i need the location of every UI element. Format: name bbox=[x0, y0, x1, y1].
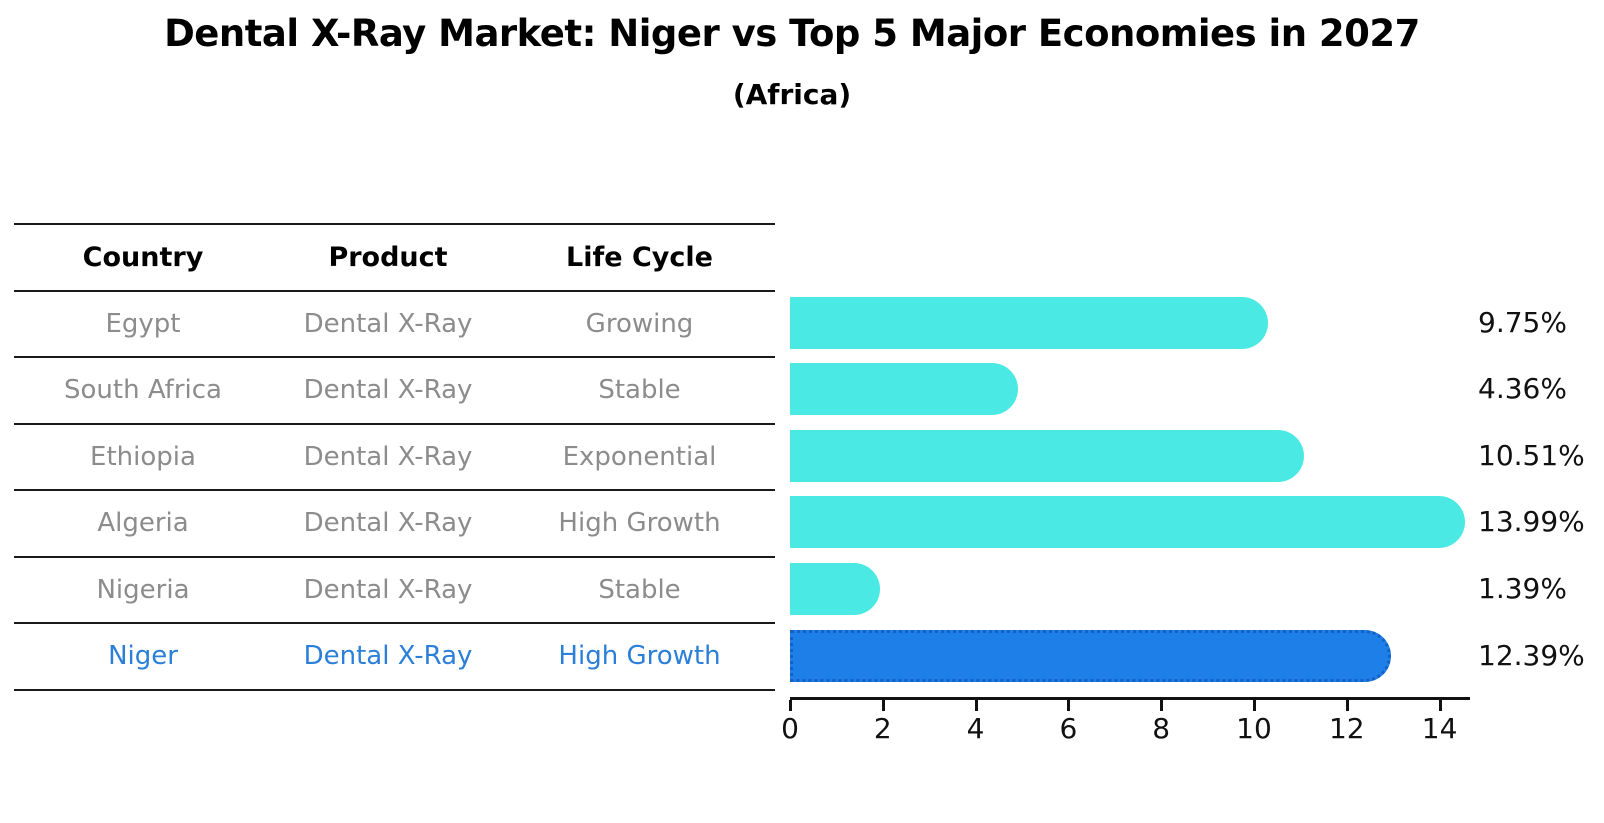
chart-title: Dental X-Ray Market: Niger vs Top 5 Majo… bbox=[164, 12, 1420, 55]
cell-product: Dental X-Ray bbox=[303, 375, 473, 406]
x-axis-tick-label: 4 bbox=[966, 712, 985, 745]
cell-life-cycle: Stable bbox=[598, 375, 681, 406]
x-axis-tick bbox=[1345, 700, 1349, 711]
cell-country: Ethiopia bbox=[90, 441, 196, 472]
x-axis-tick-label: 14 bbox=[1421, 712, 1458, 745]
bar-ethiopia bbox=[790, 429, 1304, 482]
cell-product: Dental X-Ray bbox=[303, 441, 473, 472]
cell-country: Egypt bbox=[105, 308, 181, 339]
cell-life-cycle: Stable bbox=[598, 574, 681, 605]
bar-niger-highlight bbox=[790, 629, 1391, 682]
cell-product: Dental X-Ray bbox=[303, 641, 473, 672]
x-axis-tick bbox=[1253, 700, 1256, 711]
column-header-product: Product bbox=[328, 241, 448, 273]
x-axis-tick bbox=[974, 700, 978, 711]
bar-value-label: 4.36% bbox=[1478, 372, 1567, 406]
x-axis-tick bbox=[789, 700, 792, 711]
x-axis-tick-label: 12 bbox=[1328, 712, 1365, 745]
x-axis-line bbox=[790, 697, 1470, 700]
bar-value-label: 1.39% bbox=[1478, 571, 1567, 605]
bar-south-africa bbox=[790, 363, 1019, 416]
x-axis-tick bbox=[1067, 700, 1071, 711]
summary-table: Country Product Life Cycle Egypt Dental … bbox=[14, 223, 775, 691]
bar-egypt bbox=[790, 296, 1269, 349]
column-header-country: Country bbox=[82, 241, 204, 273]
table-row-niger-highlighted: Niger Dental X-Ray High Growth bbox=[14, 624, 775, 691]
cell-life-cycle: High Growth bbox=[558, 641, 721, 672]
bar-algeria bbox=[790, 496, 1466, 549]
table-row-egypt: Egypt Dental X-Ray Growing bbox=[14, 292, 775, 358]
bar-value-label: 13.99% bbox=[1478, 505, 1585, 539]
cell-country: Algeria bbox=[97, 508, 189, 539]
table-row-south-africa: South Africa Dental X-Ray Stable bbox=[14, 358, 775, 425]
x-axis-tick-label: 6 bbox=[1059, 712, 1078, 745]
x-axis-tick-label: 2 bbox=[873, 712, 892, 745]
cell-product: Dental X-Ray bbox=[303, 574, 473, 605]
cell-product: Dental X-Ray bbox=[303, 308, 473, 339]
chart-subtitle: (Africa) bbox=[732, 78, 852, 111]
cell-life-cycle: Exponential bbox=[562, 441, 717, 472]
cell-country: Nigeria bbox=[96, 574, 190, 605]
cell-country: South Africa bbox=[64, 375, 222, 406]
bar-value-label: 9.75% bbox=[1478, 305, 1567, 339]
bar-value-label: 12.39% bbox=[1478, 638, 1585, 672]
cell-life-cycle: High Growth bbox=[558, 508, 721, 539]
x-axis-tick-label: 8 bbox=[1152, 712, 1171, 745]
x-axis-tick-label: 0 bbox=[781, 712, 799, 745]
cell-country: Niger bbox=[108, 641, 178, 672]
cell-life-cycle: Growing bbox=[585, 308, 694, 339]
table-row-algeria: Algeria Dental X-Ray High Growth bbox=[14, 491, 775, 558]
table-row-ethiopia: Ethiopia Dental X-Ray Exponential bbox=[14, 425, 775, 491]
x-axis-tick bbox=[881, 700, 885, 711]
x-axis-tick-label: 10 bbox=[1236, 712, 1272, 745]
x-axis-tick bbox=[1160, 700, 1164, 711]
table-row-nigeria: Nigeria Dental X-Ray Stable bbox=[14, 558, 775, 624]
bar-value-label: 10.51% bbox=[1478, 438, 1585, 472]
column-header-life-cycle: Life Cycle bbox=[566, 241, 713, 273]
x-axis-tick bbox=[1438, 700, 1442, 711]
cell-product: Dental X-Ray bbox=[303, 508, 473, 539]
table-header-row: Country Product Life Cycle bbox=[14, 225, 775, 292]
bar-nigeria bbox=[790, 562, 881, 615]
